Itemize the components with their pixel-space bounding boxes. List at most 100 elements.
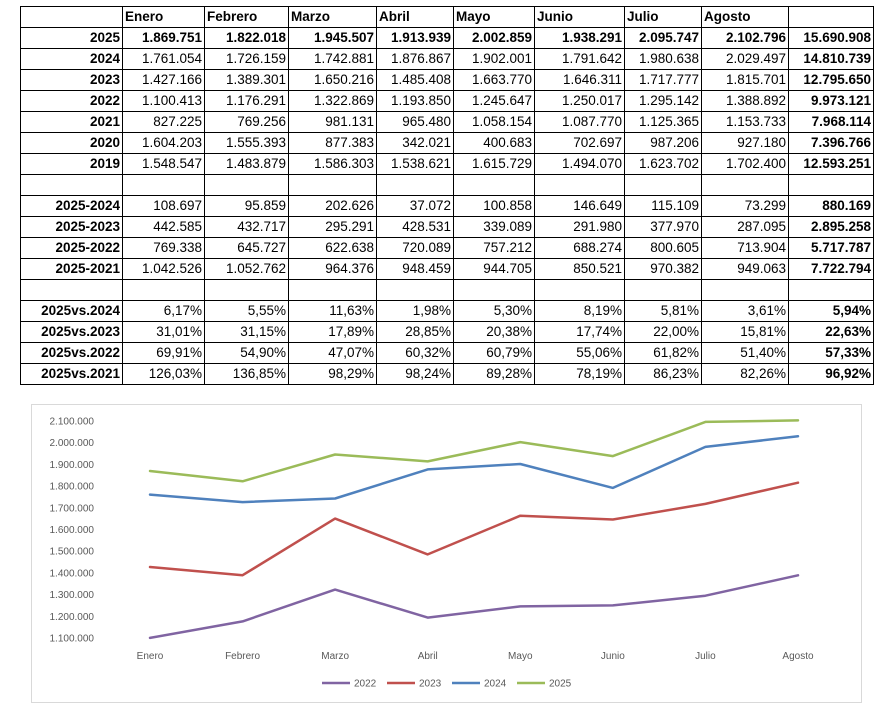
- row-label: 2025vs.2022: [20, 342, 123, 364]
- total-cell: 22,63%: [788, 321, 874, 343]
- row-label: 2025: [20, 27, 123, 49]
- y-tick-label: 1.400.000: [50, 568, 95, 579]
- row-label: 2019: [20, 153, 123, 175]
- value-cell: 927.180: [701, 132, 789, 154]
- empty-cell: [788, 174, 874, 196]
- header-cell: Junio: [534, 6, 625, 28]
- y-tick-label: 1.600.000: [50, 525, 95, 536]
- table-row: 2025-2024 108.697 95.859 202.626 37.072 100.8…: [20, 195, 874, 217]
- value-cell: 22,00%: [624, 321, 702, 343]
- value-cell: 1.604.203: [122, 132, 205, 154]
- value-cell: 287.095: [701, 216, 789, 238]
- value-cell: 622.638: [288, 237, 377, 259]
- empty-cell: [453, 279, 535, 301]
- header-cell: [788, 6, 874, 28]
- value-cell: 89,28%: [453, 363, 535, 385]
- value-cell: 2.029.497: [701, 48, 789, 70]
- value-cell: 3,61%: [701, 300, 789, 322]
- y-tick-label: 1.500.000: [50, 547, 95, 558]
- total-cell: 14.810.739: [788, 48, 874, 70]
- value-cell: 1.322.869: [288, 90, 377, 112]
- table-row: 2021 827.225 769.256 981.131 965.480 1.058.15…: [20, 111, 874, 133]
- empty-cell: [122, 174, 205, 196]
- table-row: 2025vs.2024 6,17% 5,55% 11,63% 1,98% 5,30% 8,1…: [20, 300, 874, 322]
- row-label: 2025-2023: [20, 216, 123, 238]
- total-cell: 9.973.121: [788, 90, 874, 112]
- value-cell: 1.295.142: [624, 90, 702, 112]
- value-cell: 713.904: [701, 237, 789, 259]
- value-cell: 428.531: [376, 216, 454, 238]
- empty-cell: [453, 174, 535, 196]
- header-cell: Abril: [376, 6, 454, 28]
- total-cell: 7.722.794: [788, 258, 874, 280]
- value-cell: 20,38%: [453, 321, 535, 343]
- empty-cell: [204, 279, 289, 301]
- legend-label: 2022: [354, 679, 377, 690]
- value-cell: 28,85%: [376, 321, 454, 343]
- value-cell: 1.245.647: [453, 90, 535, 112]
- row-label: 2025vs.2024: [20, 300, 123, 322]
- header-cell: Agosto: [701, 6, 789, 28]
- value-cell: 377.970: [624, 216, 702, 238]
- total-cell: 12.795.650: [788, 69, 874, 91]
- value-cell: 126,03%: [122, 363, 205, 385]
- value-cell: 769.338: [122, 237, 205, 259]
- value-cell: 15,81%: [701, 321, 789, 343]
- x-tick-label: Agosto: [782, 651, 814, 662]
- total-cell: 15.690.908: [788, 27, 874, 49]
- value-cell: 944.705: [453, 258, 535, 280]
- value-cell: 1.176.291: [204, 90, 289, 112]
- value-cell: 1.042.526: [122, 258, 205, 280]
- value-cell: 78,19%: [534, 363, 625, 385]
- value-cell: 55,06%: [534, 342, 625, 364]
- value-cell: 69,91%: [122, 342, 205, 364]
- value-cell: 339.089: [453, 216, 535, 238]
- legend-label: 2025: [549, 679, 572, 690]
- value-cell: 1.980.638: [624, 48, 702, 70]
- value-cell: 5,30%: [453, 300, 535, 322]
- header-cell: Enero: [122, 6, 205, 28]
- value-cell: 1.869.751: [122, 27, 205, 49]
- value-cell: 645.727: [204, 237, 289, 259]
- value-cell: 37.072: [376, 195, 454, 217]
- value-cell: 1.663.770: [453, 69, 535, 91]
- value-cell: 400.683: [453, 132, 535, 154]
- row-label: 2025vs.2023: [20, 321, 123, 343]
- value-cell: 31,01%: [122, 321, 205, 343]
- value-cell: 60,32%: [376, 342, 454, 364]
- x-tick-label: Abril: [418, 651, 438, 662]
- y-tick-label: 1.900.000: [50, 460, 95, 471]
- value-cell: 5,55%: [204, 300, 289, 322]
- value-cell: 1.938.291: [534, 27, 625, 49]
- empty-cell: [624, 279, 702, 301]
- row-label: 2025-2024: [20, 195, 123, 217]
- table-row: 2022 1.100.413 1.176.291 1.322.869 1.193.850…: [20, 90, 874, 112]
- legend-label: 2023: [419, 679, 442, 690]
- header-cell: Marzo: [288, 6, 377, 28]
- table-row: 2025-2022 769.338 645.727 622.638 720.089 757…: [20, 237, 874, 259]
- value-cell: 2.002.859: [453, 27, 535, 49]
- value-cell: 73.299: [701, 195, 789, 217]
- value-cell: 60,79%: [453, 342, 535, 364]
- value-cell: 1.427.166: [122, 69, 205, 91]
- value-cell: 948.459: [376, 258, 454, 280]
- value-cell: 1.087.770: [534, 111, 625, 133]
- empty-cell: [624, 174, 702, 196]
- data-table: Enero Febrero Marzo Abril Mayo Junio Julio Agos…: [20, 6, 874, 385]
- total-cell: 12.593.251: [788, 153, 874, 175]
- table-row: 2025 1.869.751 1.822.018 1.945.507 1.913.939…: [20, 27, 874, 49]
- value-cell: 108.697: [122, 195, 205, 217]
- value-cell: 51,40%: [701, 342, 789, 364]
- y-tick-label: 1.800.000: [50, 482, 95, 493]
- value-cell: 2.095.747: [624, 27, 702, 49]
- value-cell: 1.913.939: [376, 27, 454, 49]
- total-cell: 57,33%: [788, 342, 874, 364]
- value-cell: 1.485.408: [376, 69, 454, 91]
- total-cell: 7.968.114: [788, 111, 874, 133]
- value-cell: 850.521: [534, 258, 625, 280]
- value-cell: 1.388.892: [701, 90, 789, 112]
- table-row: 2020 1.604.203 1.555.393 877.383 342.021 400.…: [20, 132, 874, 154]
- value-cell: 1.717.777: [624, 69, 702, 91]
- header-cell: Mayo: [453, 6, 535, 28]
- value-cell: 949.063: [701, 258, 789, 280]
